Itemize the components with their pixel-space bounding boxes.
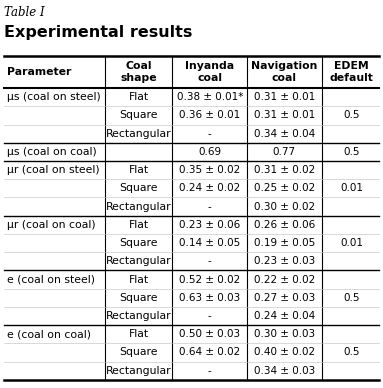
Text: 0.23 ± 0.06: 0.23 ± 0.06 [179, 220, 240, 230]
Text: 0.30 ± 0.02: 0.30 ± 0.02 [254, 202, 315, 211]
Text: -: - [208, 311, 211, 321]
Text: 0.01: 0.01 [340, 184, 363, 193]
Text: Parameter: Parameter [7, 67, 71, 77]
Text: Flat: Flat [129, 165, 149, 175]
Text: 0.31 ± 0.01: 0.31 ± 0.01 [254, 92, 315, 102]
Text: 0.19 ± 0.05: 0.19 ± 0.05 [254, 238, 315, 248]
Text: Flat: Flat [129, 92, 149, 102]
Text: μr (coal on steel): μr (coal on steel) [7, 165, 100, 175]
Text: Coal
shape: Coal shape [121, 61, 157, 83]
Text: -: - [208, 129, 211, 139]
Text: μs (coal on coal): μs (coal on coal) [7, 147, 97, 157]
Text: 0.01: 0.01 [340, 238, 363, 248]
Text: 0.5: 0.5 [343, 293, 360, 303]
Text: Square: Square [119, 293, 158, 303]
Text: EDEM
default: EDEM default [329, 61, 373, 83]
Text: -: - [208, 202, 211, 211]
Text: 0.50 ± 0.03: 0.50 ± 0.03 [179, 329, 240, 339]
Text: 0.38 ± 0.01*: 0.38 ± 0.01* [177, 92, 243, 102]
Text: e (coal on coal): e (coal on coal) [7, 329, 91, 339]
Text: Rectangular: Rectangular [106, 311, 172, 321]
Text: 0.31 ± 0.01: 0.31 ± 0.01 [254, 111, 315, 120]
Text: 0.25 ± 0.02: 0.25 ± 0.02 [254, 184, 315, 193]
Text: Rectangular: Rectangular [106, 129, 172, 139]
Text: 0.23 ± 0.03: 0.23 ± 0.03 [254, 256, 315, 266]
Text: Square: Square [119, 348, 158, 357]
Text: 0.22 ± 0.02: 0.22 ± 0.02 [254, 275, 315, 284]
Text: Flat: Flat [129, 220, 149, 230]
Text: Rectangular: Rectangular [106, 256, 172, 266]
Text: Inyanda
coal: Inyanda coal [185, 61, 234, 83]
Text: Square: Square [119, 238, 158, 248]
Text: e (coal on steel): e (coal on steel) [7, 275, 95, 284]
Text: Flat: Flat [129, 329, 149, 339]
Text: 0.5: 0.5 [343, 348, 360, 357]
Text: 0.64 ± 0.02: 0.64 ± 0.02 [179, 348, 240, 357]
Text: 0.63 ± 0.03: 0.63 ± 0.03 [179, 293, 240, 303]
Text: 0.5: 0.5 [343, 111, 360, 120]
Text: 0.52 ± 0.02: 0.52 ± 0.02 [179, 275, 240, 284]
Text: 0.24 ± 0.04: 0.24 ± 0.04 [254, 311, 315, 321]
Text: Navigation
coal: Navigation coal [251, 61, 318, 83]
Text: Flat: Flat [129, 275, 149, 284]
Text: 0.27 ± 0.03: 0.27 ± 0.03 [254, 293, 315, 303]
Text: 0.69: 0.69 [198, 147, 221, 157]
Text: Rectangular: Rectangular [106, 366, 172, 376]
Text: 0.34 ± 0.03: 0.34 ± 0.03 [254, 366, 315, 376]
Text: 0.77: 0.77 [273, 147, 296, 157]
Text: Square: Square [119, 184, 158, 193]
Text: 0.30 ± 0.03: 0.30 ± 0.03 [254, 329, 315, 339]
Text: -: - [208, 366, 211, 376]
Text: μr (coal on coal): μr (coal on coal) [7, 220, 95, 230]
Text: 0.40 ± 0.02: 0.40 ± 0.02 [254, 348, 315, 357]
Text: 0.35 ± 0.02: 0.35 ± 0.02 [179, 165, 240, 175]
Text: 0.34 ± 0.04: 0.34 ± 0.04 [254, 129, 315, 139]
Text: Experimental results: Experimental results [4, 25, 192, 40]
Text: 0.36 ± 0.01: 0.36 ± 0.01 [179, 111, 240, 120]
Text: 0.24 ± 0.02: 0.24 ± 0.02 [179, 184, 240, 193]
Text: 0.31 ± 0.02: 0.31 ± 0.02 [254, 165, 315, 175]
Text: Table I: Table I [4, 6, 44, 19]
Text: 0.5: 0.5 [343, 147, 360, 157]
Text: μs (coal on steel): μs (coal on steel) [7, 92, 101, 102]
Text: Square: Square [119, 111, 158, 120]
Text: Rectangular: Rectangular [106, 202, 172, 211]
Text: 0.14 ± 0.05: 0.14 ± 0.05 [179, 238, 240, 248]
Text: 0.26 ± 0.06: 0.26 ± 0.06 [254, 220, 315, 230]
Text: -: - [208, 256, 211, 266]
